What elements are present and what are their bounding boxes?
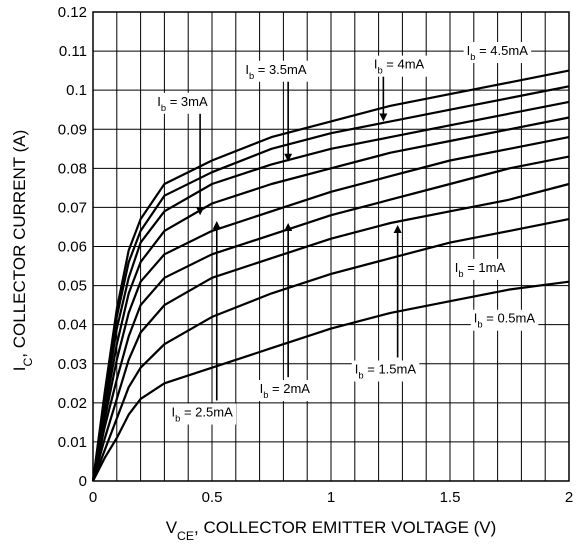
label-background (168, 403, 237, 425)
series-line-5 (91, 116, 570, 482)
y-tick-label: 0.02 (58, 395, 87, 412)
label-background (463, 41, 532, 63)
series-line-1 (91, 218, 570, 482)
curve-label-8: Ib = 4.5mA (467, 43, 529, 62)
curve-label-5: Ib = 3mA (157, 94, 208, 113)
y-tick-label: 0.04 (58, 317, 87, 334)
y-tick-label: 0.05 (58, 278, 87, 295)
y-tick-label: 0.09 (58, 121, 87, 138)
label-background (470, 309, 539, 331)
curve-label-3: Ib = 2mA (260, 381, 311, 400)
x-tick-label: 1 (327, 489, 335, 506)
grid (92, 11, 570, 482)
series-line-6 (91, 100, 570, 482)
y-tick-label: 0.01 (58, 434, 87, 451)
y-tick-label: 0.07 (58, 199, 87, 216)
label-background (154, 92, 211, 114)
label-background (451, 258, 509, 280)
series-line-2 (91, 182, 570, 482)
series-line-3 (91, 155, 570, 482)
annotation-group: Ib = 4.5mA Ib = 4mA Ib = 3.5mA Ib = 3mA Ib =… (154, 41, 539, 425)
label-background (351, 360, 420, 382)
series-line-4 (91, 136, 570, 482)
x-tick-label: 0.5 (202, 489, 223, 506)
y-tick-label: 0.06 (58, 239, 87, 256)
curve-label-7: Ib = 4mA (374, 57, 425, 76)
curve-label-0: Ib = 0.5mA (474, 311, 536, 330)
series-group (91, 69, 570, 482)
x-axis-title: VCE, COLLECTOR EMITTER VOLTAGE (V) (166, 518, 497, 543)
y-tick-label: 0 (79, 473, 87, 490)
x-tick-label: 2 (565, 489, 573, 506)
y-tick-label: 0.12 (58, 4, 87, 21)
series-line-7 (91, 85, 570, 482)
curve-label-2: Ib = 1.5mA (355, 362, 417, 381)
label-background (370, 55, 428, 77)
label-background (256, 380, 314, 402)
curve-label-1: Ib = 1mA (455, 260, 506, 279)
y-tick-label: 0.1 (66, 82, 87, 99)
axes: 0 0.01 0.02 0.03 0.04 0.05 0.06 0.07 0.08 0.09 0.1… (10, 4, 573, 543)
y-axis-title: IC, COLLECTOR CURRENT (A) (10, 130, 35, 372)
curve-label-4: Ib = 2.5mA (172, 405, 234, 424)
curve-label-6: Ib = 3.5mA (245, 62, 307, 81)
label-background (242, 60, 310, 82)
y-tick-label: 0.03 (58, 356, 87, 373)
x-tick-label: 1.5 (440, 489, 461, 506)
plot-frame (92, 11, 570, 482)
series-line-8 (91, 69, 570, 482)
x-tick-label: 0 (89, 489, 97, 506)
series-line-0 (92, 280, 570, 482)
y-tick-label: 0.08 (58, 160, 87, 177)
y-tick-label: 0.11 (59, 43, 87, 60)
